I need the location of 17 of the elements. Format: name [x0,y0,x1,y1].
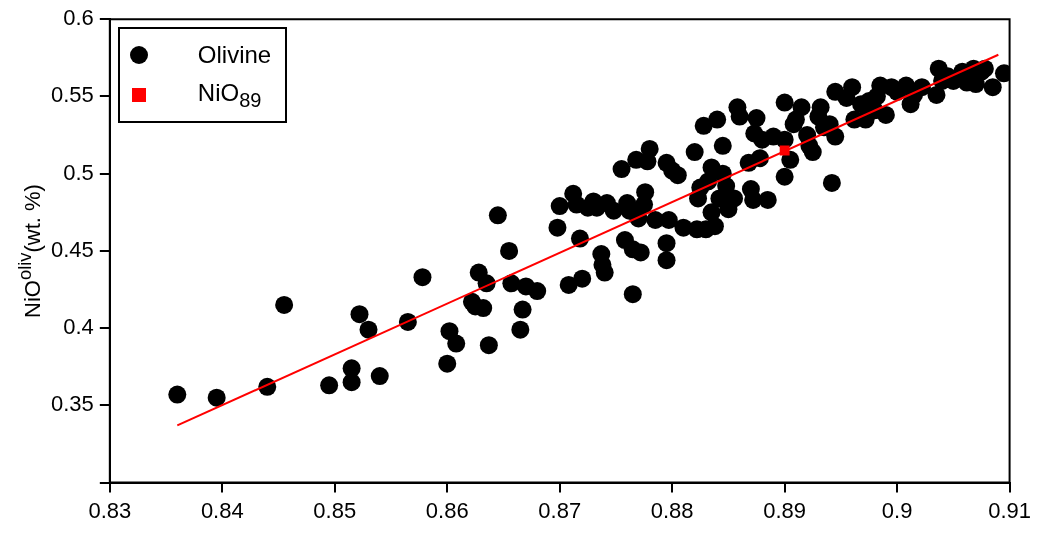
x-tick-label: 0.89 [763,497,807,523]
y-tick-label: 0.4 [63,314,94,340]
y-tick-label: 0.6 [63,5,94,31]
y-tick-label: 0.5 [63,159,94,185]
x-tick-label: 0.86 [425,497,469,523]
y-tick-label: 0.35 [50,391,94,417]
x-tick-label: 0.85 [313,497,357,523]
y-tick-label: 0.45 [50,236,94,262]
x-tick-label: 0.91 [988,497,1031,523]
y-tick-label: 0.55 [50,82,94,108]
legend-label: Olivine [197,41,272,70]
x-tick-label: 0.84 [200,497,244,523]
x-tick-label: 0.88 [650,497,694,523]
x-tick-label: 0.9 [881,497,913,523]
x-tick-label: 0.87 [538,497,582,523]
x-tick-label: 0.83 [88,497,132,523]
legend-label: NiO$_{89}$ [197,78,262,112]
